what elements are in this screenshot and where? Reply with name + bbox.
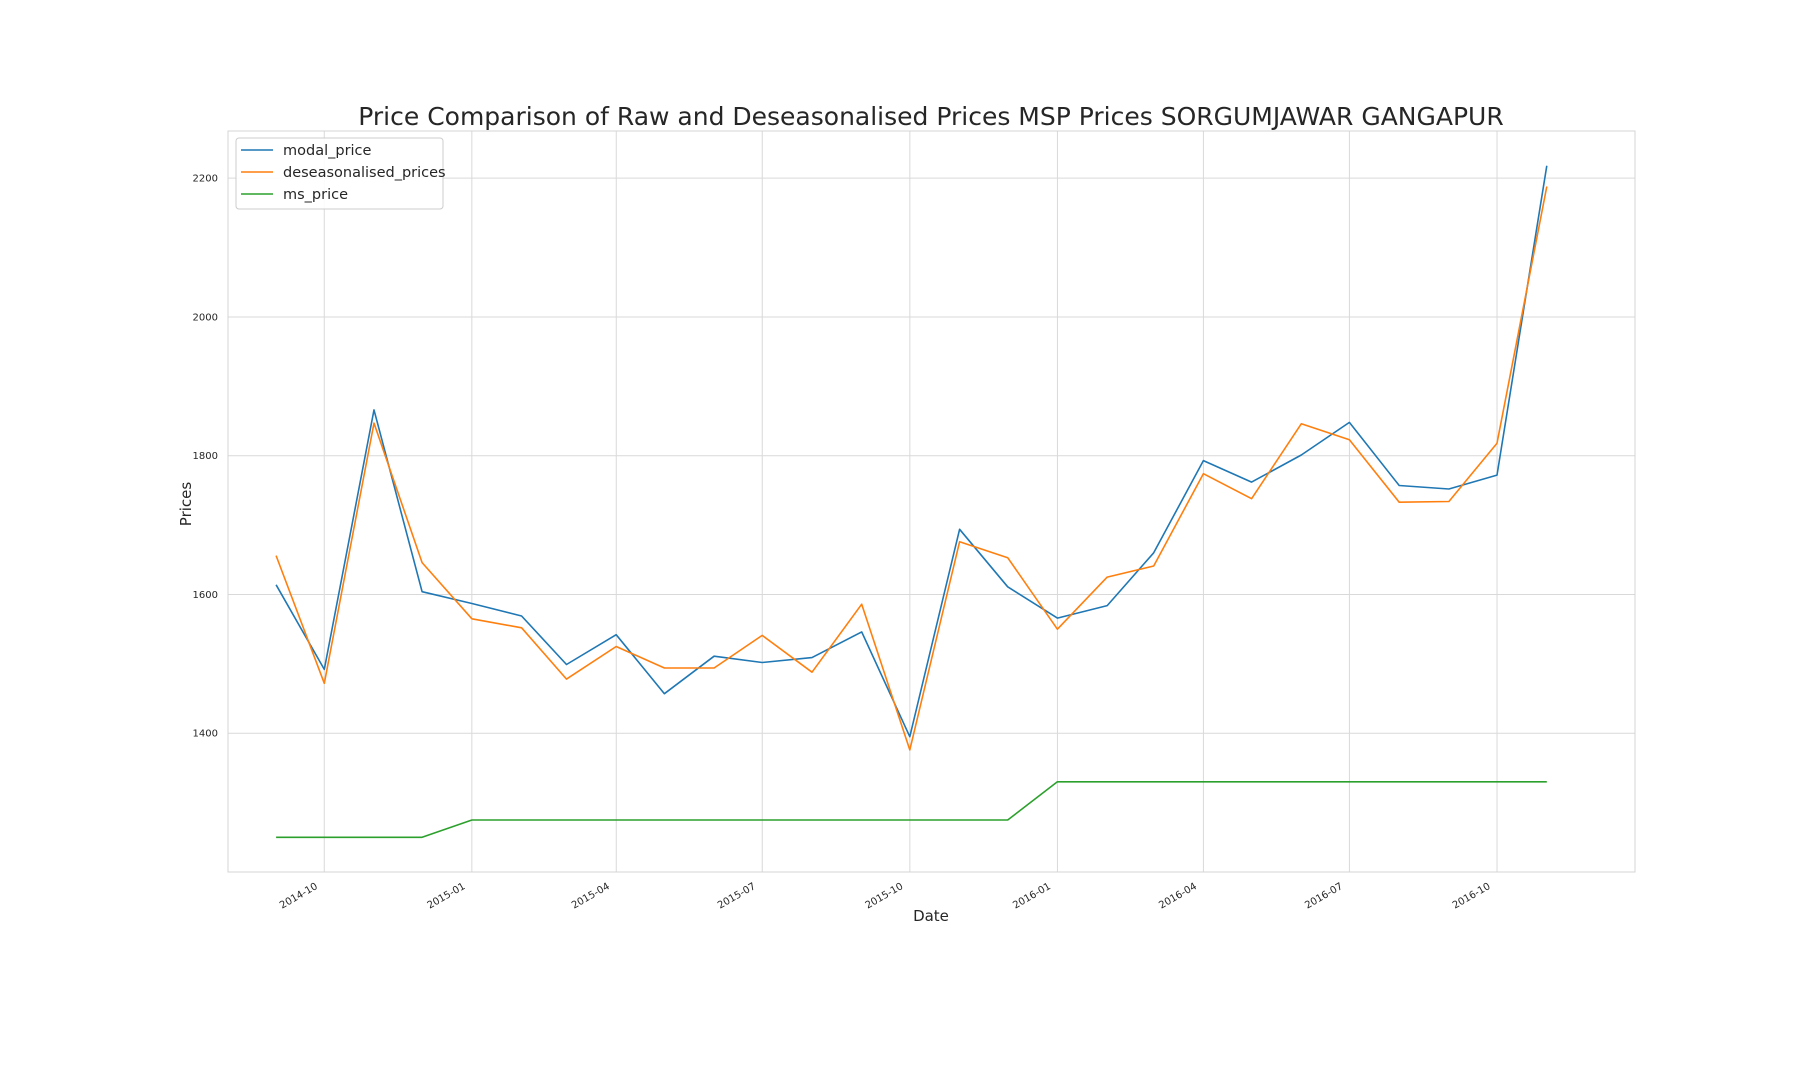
legend-label-deseasonalised-prices: deseasonalised_prices bbox=[283, 165, 446, 181]
y-tick-label: 1800 bbox=[193, 451, 218, 462]
series-line-deseasonalised-prices bbox=[275, 186, 1548, 751]
x-axis-title: Date bbox=[913, 907, 949, 925]
plot-frame bbox=[227, 130, 1636, 873]
legend-box bbox=[235, 137, 444, 210]
legend-label-modal-price: modal_price bbox=[283, 143, 372, 159]
legend-label-ms-price: ms_price bbox=[283, 187, 348, 203]
chart-title: Price Comparison of Raw and Deseasonalis… bbox=[358, 102, 1503, 131]
grid bbox=[228, 131, 1635, 872]
y-tick-labels: 1400 1600 1800 2000 2200 bbox=[193, 174, 218, 740]
series-line-ms-price bbox=[276, 780, 1547, 839]
legend: modal_price deseasonalised_prices ms_pri… bbox=[235, 137, 446, 210]
series-lines bbox=[275, 165, 1548, 839]
y-tick-label: 1400 bbox=[193, 729, 218, 740]
series-line-modal-price bbox=[275, 165, 1548, 738]
y-tick-label: 2200 bbox=[193, 174, 218, 185]
y-axis-title: Prices bbox=[177, 482, 195, 527]
y-tick-label: 1600 bbox=[193, 590, 218, 601]
y-tick-label: 2000 bbox=[193, 312, 218, 323]
